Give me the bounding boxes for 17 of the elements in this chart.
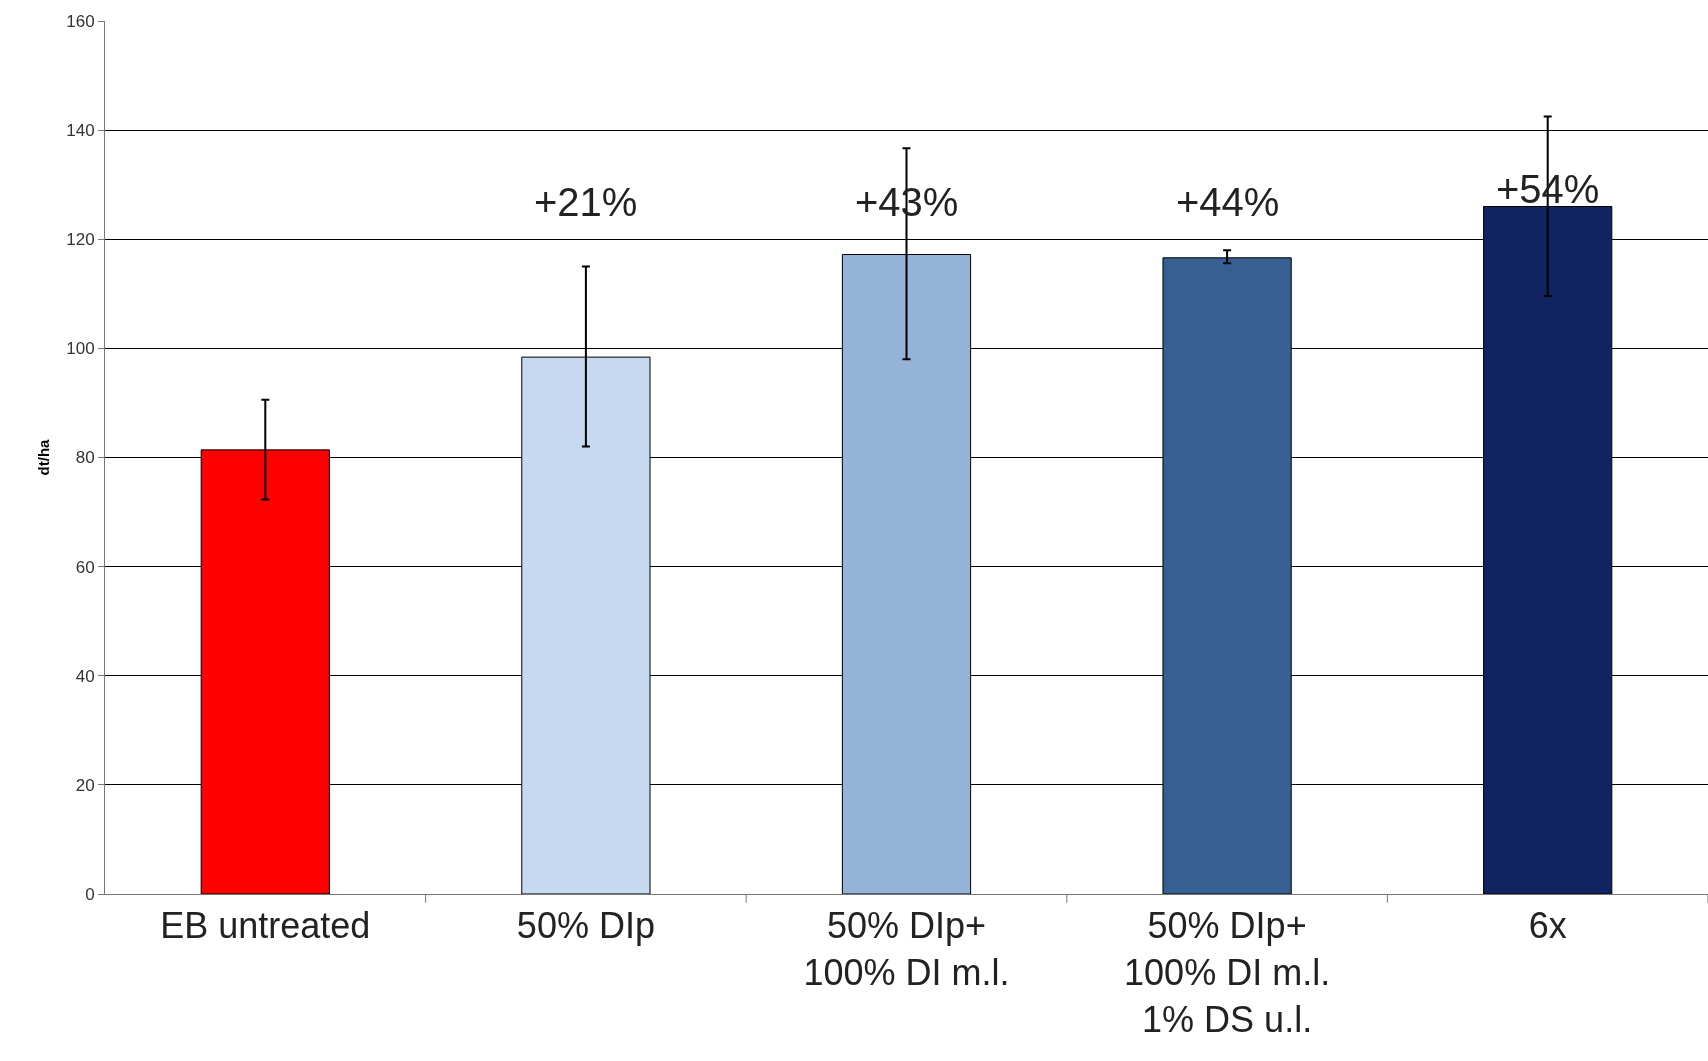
x-tick-label: 50% DIp — [516, 905, 655, 947]
y-tick-label: 140 — [66, 121, 95, 141]
x-tick-label: EB untreated — [160, 905, 371, 947]
y-tick-label: 160 — [66, 11, 95, 31]
annotation: +21% — [534, 180, 638, 224]
x-tick-label: 50% DIp+ 100% DI m.l. 1% DS u.l. — [1124, 905, 1331, 1040]
annotation: +44% — [1176, 180, 1280, 224]
y-tick-label: 0 — [85, 884, 95, 904]
y-tick-label: 120 — [66, 230, 95, 250]
y-tick-label: 80 — [75, 448, 95, 468]
y-tick-label: 60 — [75, 557, 95, 577]
y-tick-label: 40 — [75, 666, 95, 686]
y-tick-label: 100 — [66, 339, 95, 359]
x-tick-label: 6x — [1528, 905, 1567, 947]
x-tick-label: 50% DIp+ 100% DI m.l. — [803, 905, 1010, 993]
y-tick-label: 20 — [75, 775, 95, 795]
y-axis-title: dt/ha — [35, 438, 53, 476]
